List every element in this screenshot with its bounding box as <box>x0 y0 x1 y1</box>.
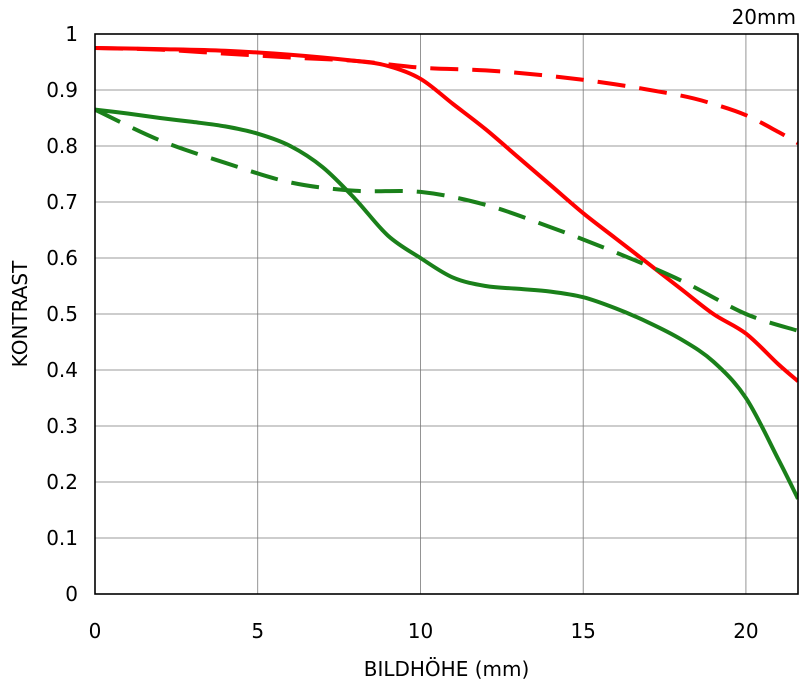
y-tick-label: 0.9 <box>46 78 78 102</box>
series-line-green-solid <box>95 107 798 500</box>
grid-lines <box>94 33 798 595</box>
y-tick-label: 0.6 <box>46 246 78 270</box>
series-layer <box>95 46 798 500</box>
x-tick-label: 5 <box>251 619 264 643</box>
x-tick-label: 0 <box>89 619 102 643</box>
series-line-red-solid <box>95 46 798 383</box>
x-tick-label: 10 <box>408 619 433 643</box>
y-tick-label: 1 <box>65 22 78 46</box>
y-axis-title: KONTRAST <box>8 260 32 367</box>
y-tick-label: 0.2 <box>46 470 78 494</box>
x-axis-title: BILDHÖHE (mm) <box>364 657 530 681</box>
x-tick-labels: 0 5 10 15 20 <box>89 619 759 643</box>
plot-frame <box>94 33 799 595</box>
y-tick-label: 0.1 <box>46 526 78 550</box>
y-tick-label: 0.8 <box>46 134 78 158</box>
y-tick-label: 0.3 <box>46 414 78 438</box>
y-tick-labels: 0 0.1 0.2 0.3 0.4 0.5 0.6 0.7 0.8 0.9 1 <box>46 22 78 606</box>
y-tick-label: 0.7 <box>46 190 78 214</box>
corner-label: 20mm <box>732 5 796 29</box>
y-tick-label: 0.4 <box>46 358 78 382</box>
series-line-red-dashed <box>95 46 798 145</box>
y-tick-label: 0.5 <box>46 302 78 326</box>
x-tick-label: 20 <box>733 619 758 643</box>
x-tick-label: 15 <box>570 619 595 643</box>
series-line-green-dashed <box>95 107 798 333</box>
y-tick-label: 0 <box>65 582 78 606</box>
